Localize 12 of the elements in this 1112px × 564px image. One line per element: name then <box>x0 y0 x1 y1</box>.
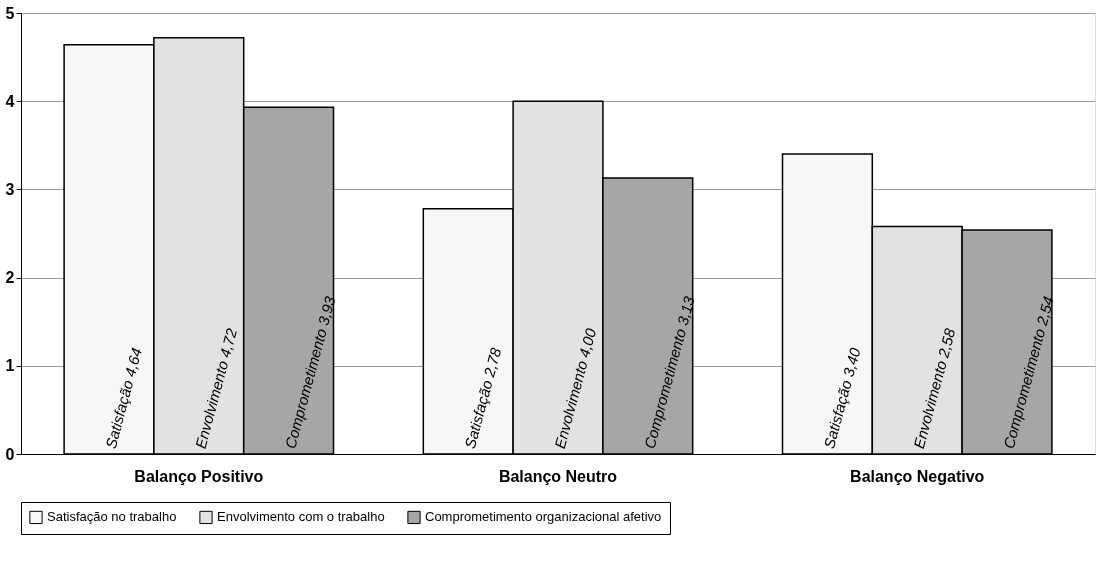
legend-label: Satisfação no trabalho <box>47 509 177 525</box>
y-tick-label: 4 <box>5 92 15 110</box>
x-tick-label: Balanço Positivo <box>134 467 264 485</box>
y-tick-label: 5 <box>5 4 15 22</box>
legend-label: Envolvimento com o trabalho <box>217 509 385 525</box>
legend-label: Comprometimento organizacional afetivo <box>425 509 662 525</box>
x-tick-label: Balanço Neutro <box>498 467 618 485</box>
x-tick-label: Balanço Negativo <box>850 467 985 485</box>
y-tick-label: 1 <box>5 357 15 375</box>
y-tick-label: 0 <box>5 445 15 463</box>
y-tick-label: 3 <box>5 180 15 198</box>
y-tick-label: 2 <box>5 269 15 287</box>
